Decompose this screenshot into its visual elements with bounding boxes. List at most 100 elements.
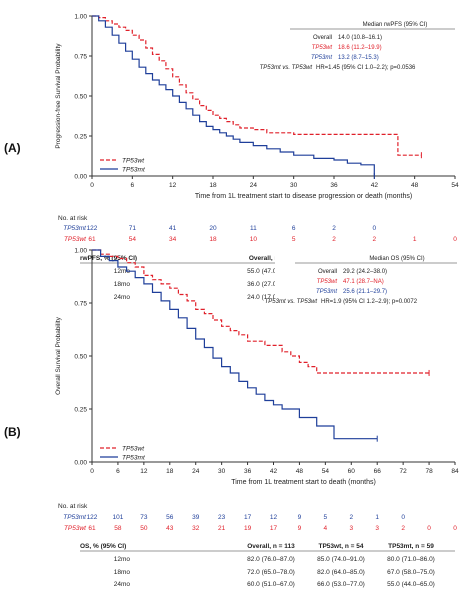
risk-count: 9	[298, 514, 302, 521]
panel-label: (A)	[4, 141, 21, 155]
table-cell: 66.0 (53.0–77.0)	[317, 581, 365, 588]
risk-row-label: TP53wt	[64, 525, 87, 532]
table-cell: 18mo	[114, 569, 131, 576]
table-cell: 67.0 (58.0–75.0)	[387, 569, 435, 576]
x-tick-label: 48	[296, 468, 304, 475]
risk-count: 73	[140, 514, 148, 521]
table-header-cell: Overall, n = 113	[247, 543, 295, 550]
x-tick-label: 66	[374, 468, 382, 475]
stats-label: Overall	[318, 269, 337, 275]
y-tick-label: 0.25	[74, 407, 87, 414]
risk-count: 34	[169, 236, 177, 243]
risk-count: 11	[250, 225, 257, 232]
table-header-cell: TP53wt, n = 54	[319, 543, 364, 550]
stats-box	[270, 18, 455, 76]
table-cell: 24.0 (17.0–33.0)	[247, 294, 295, 301]
risk-count: 50	[140, 525, 148, 532]
stats-value: 14.0 (10.8–16.1)	[338, 35, 382, 41]
x-tick-label: 0	[90, 182, 94, 189]
x-tick-label: 78	[425, 468, 433, 475]
stats-value: 25.6 (21.1–29.7)	[343, 289, 387, 295]
x-tick-label: 30	[290, 182, 298, 189]
risk-count: 2	[349, 514, 353, 521]
y-tick-label: 1.00	[74, 14, 87, 21]
table-header-cell: rwPFS, % (95% CI)	[80, 255, 137, 262]
stats-label: TP53mt vs. TP53wt	[265, 299, 318, 305]
x-tick-label: 6	[131, 182, 135, 189]
legend-entry: TP53mt	[122, 455, 146, 462]
stats-title: Median rwPFS (95% CI)	[363, 22, 428, 28]
x-tick-label: 84	[451, 468, 459, 475]
risk-row-label: TP53mt	[63, 225, 87, 232]
y-axis-label: Progression-free Survival Probability	[55, 43, 62, 149]
risk-count: 122	[87, 514, 98, 521]
legend-entry: TP53wt	[122, 446, 145, 453]
risk-count: 43	[166, 525, 174, 532]
panel-a: (A)0.000.250.500.751.000 6 12 18 24 30 36 42 48 5…	[4, 14, 459, 302]
x-tick-label: 18	[209, 182, 217, 189]
table-cell: 24mo	[114, 581, 131, 588]
x-tick-label: 12	[169, 182, 177, 189]
y-tick-label: 1.00	[74, 248, 87, 255]
x-tick-label: 36	[330, 182, 338, 189]
risk-count: 71	[129, 225, 137, 232]
stats-label: TP53wt	[317, 279, 338, 285]
risk-count: 0	[453, 525, 457, 532]
table-cell: 55.0 (47.0–62.0)	[247, 268, 295, 275]
panel-b: (B)0.000.250.500.751.000 6 12 18 24 30 36 42 48 5…	[4, 248, 459, 589]
x-tick-label: 6	[116, 468, 120, 475]
x-tick-label: 0	[90, 468, 94, 475]
risk-header: No. at risk	[58, 503, 88, 510]
x-tick-label: 24	[192, 468, 200, 475]
legend-entry: TP53mt	[122, 167, 146, 174]
x-tick-label: 48	[411, 182, 419, 189]
x-tick-label: 36	[244, 468, 252, 475]
curve-tp53mt	[92, 249, 378, 440]
risk-count: 4	[324, 525, 328, 532]
y-tick-label: 0.00	[74, 174, 87, 181]
x-tick-label: 12	[140, 468, 148, 475]
x-tick-label: 30	[218, 468, 226, 475]
risk-count: 5	[292, 236, 296, 243]
risk-count: 18	[209, 236, 217, 243]
risk-count: 2	[332, 236, 336, 243]
curve-tp53wt	[92, 249, 430, 374]
risk-count: 17	[244, 514, 252, 521]
risk-count: 17	[270, 525, 278, 532]
risk-count: 12	[270, 514, 278, 521]
risk-count: 1	[413, 236, 417, 243]
risk-count: 3	[375, 525, 379, 532]
risk-count: 6	[292, 225, 296, 232]
risk-row-label: TP53mt	[63, 514, 87, 521]
y-tick-label: 0.50	[74, 94, 87, 101]
stats-label: TP53mt vs. TP53wt	[260, 65, 313, 71]
x-axis-label: Time from 1L treatment start to death (m…	[231, 479, 376, 486]
curve-tp53wt	[92, 15, 422, 156]
risk-count: 2	[373, 236, 377, 243]
x-tick-label: 72	[400, 468, 408, 475]
stats-value: 47.1 (28.7–NA)	[343, 279, 384, 285]
y-tick-label: 0.75	[74, 54, 87, 61]
y-tick-label: 0.75	[74, 301, 87, 308]
risk-count: 61	[88, 236, 96, 243]
x-tick-label: 54	[451, 182, 459, 189]
x-tick-label: 42	[270, 468, 278, 475]
table-header-cell: OS, % (95% CI)	[80, 543, 126, 550]
table-cell: 72.0 (65.0–78.0)	[247, 569, 295, 576]
table-cell: 85.0 (74.0–91.0)	[317, 556, 365, 563]
risk-count: 2	[401, 525, 405, 532]
x-tick-label: 18	[166, 468, 174, 475]
stats-title: Median OS (95% CI)	[369, 256, 424, 262]
table-cell: 82.0 (76.0–87.0)	[247, 556, 295, 563]
table-cell: 82.0 (64.0–85.0)	[317, 569, 365, 576]
y-tick-label: 0.25	[74, 134, 87, 141]
stats-label: TP53mt	[311, 55, 332, 61]
risk-count: 61	[88, 525, 96, 532]
table-cell: 36.0 (27.0–44.0)	[247, 281, 295, 288]
table-header-cell: Overall, n = 89	[249, 255, 294, 262]
risk-count: 9	[298, 525, 302, 532]
y-tick-label: 0.00	[74, 460, 87, 467]
risk-count: 5	[324, 514, 328, 521]
stats-value: HR=1.45 (95% CI 1.0–2.2); p=0.0536	[316, 65, 416, 71]
stats-box	[275, 252, 457, 310]
